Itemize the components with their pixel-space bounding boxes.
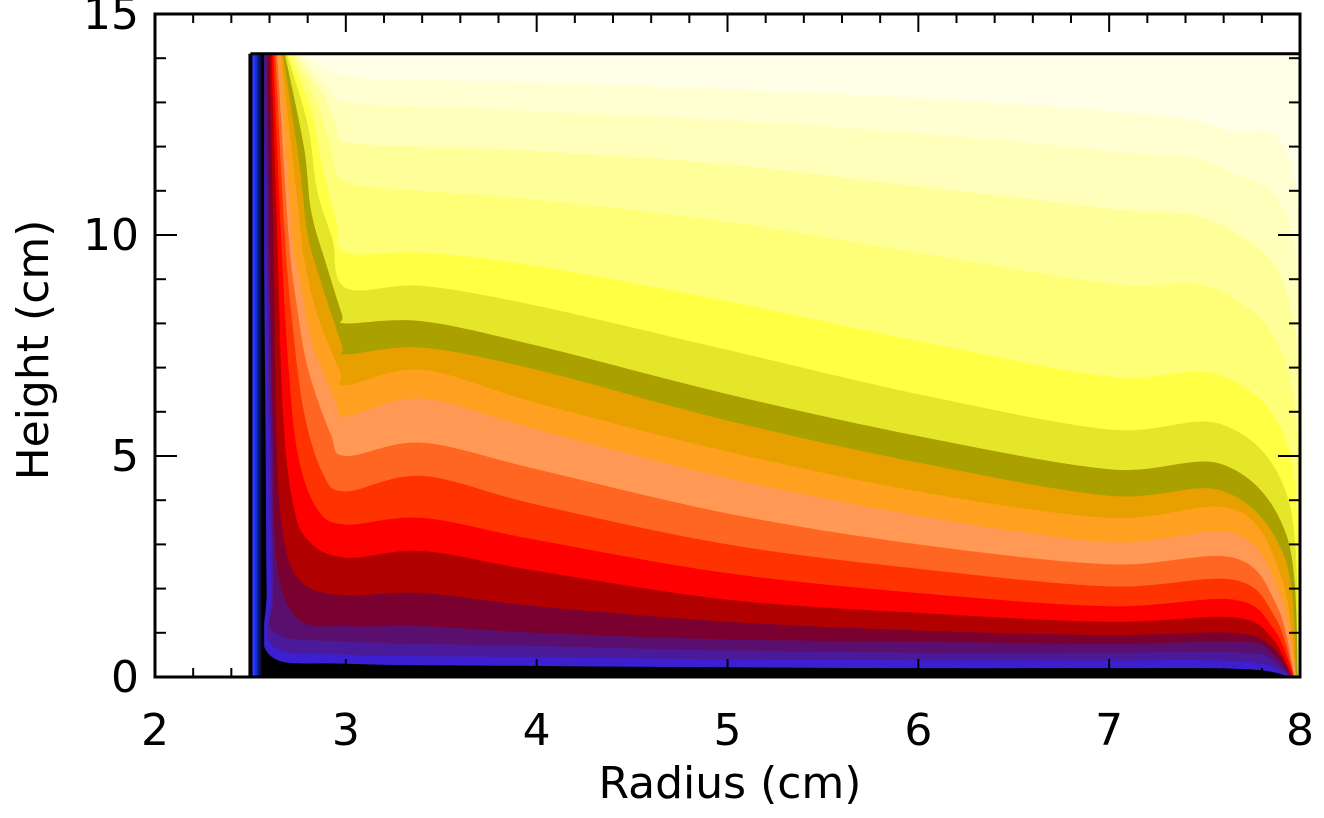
x-tick-label: 7 [1095, 705, 1123, 756]
x-tick-label: 8 [1286, 705, 1314, 756]
x-tick-label: 6 [904, 705, 932, 756]
x-tick-label: 3 [332, 705, 360, 756]
y-tick-label: 5 [111, 431, 139, 482]
contour-band-15 [292, 53, 1300, 677]
y-tick-label: 0 [111, 652, 139, 703]
y-tick-labels: 0 5 10 15 [83, 0, 139, 703]
contour-band-18 [303, 53, 1303, 677]
y-tick-label: 15 [83, 0, 139, 40]
domain-boundary [248, 52, 1300, 677]
x-tick-label: 2 [141, 705, 169, 756]
x-tick-label: 4 [523, 705, 551, 756]
x-tick-labels: 2 3 4 5 6 7 8 [141, 705, 1314, 756]
y-tick-label: 10 [83, 210, 139, 261]
contour-fills [250, 53, 1303, 677]
x-axis-label: Radius (cm) [599, 758, 862, 809]
x-tick-label: 5 [714, 705, 742, 756]
plot-axes [153, 12, 1302, 679]
y-axis-label: Height (cm) [8, 220, 59, 481]
